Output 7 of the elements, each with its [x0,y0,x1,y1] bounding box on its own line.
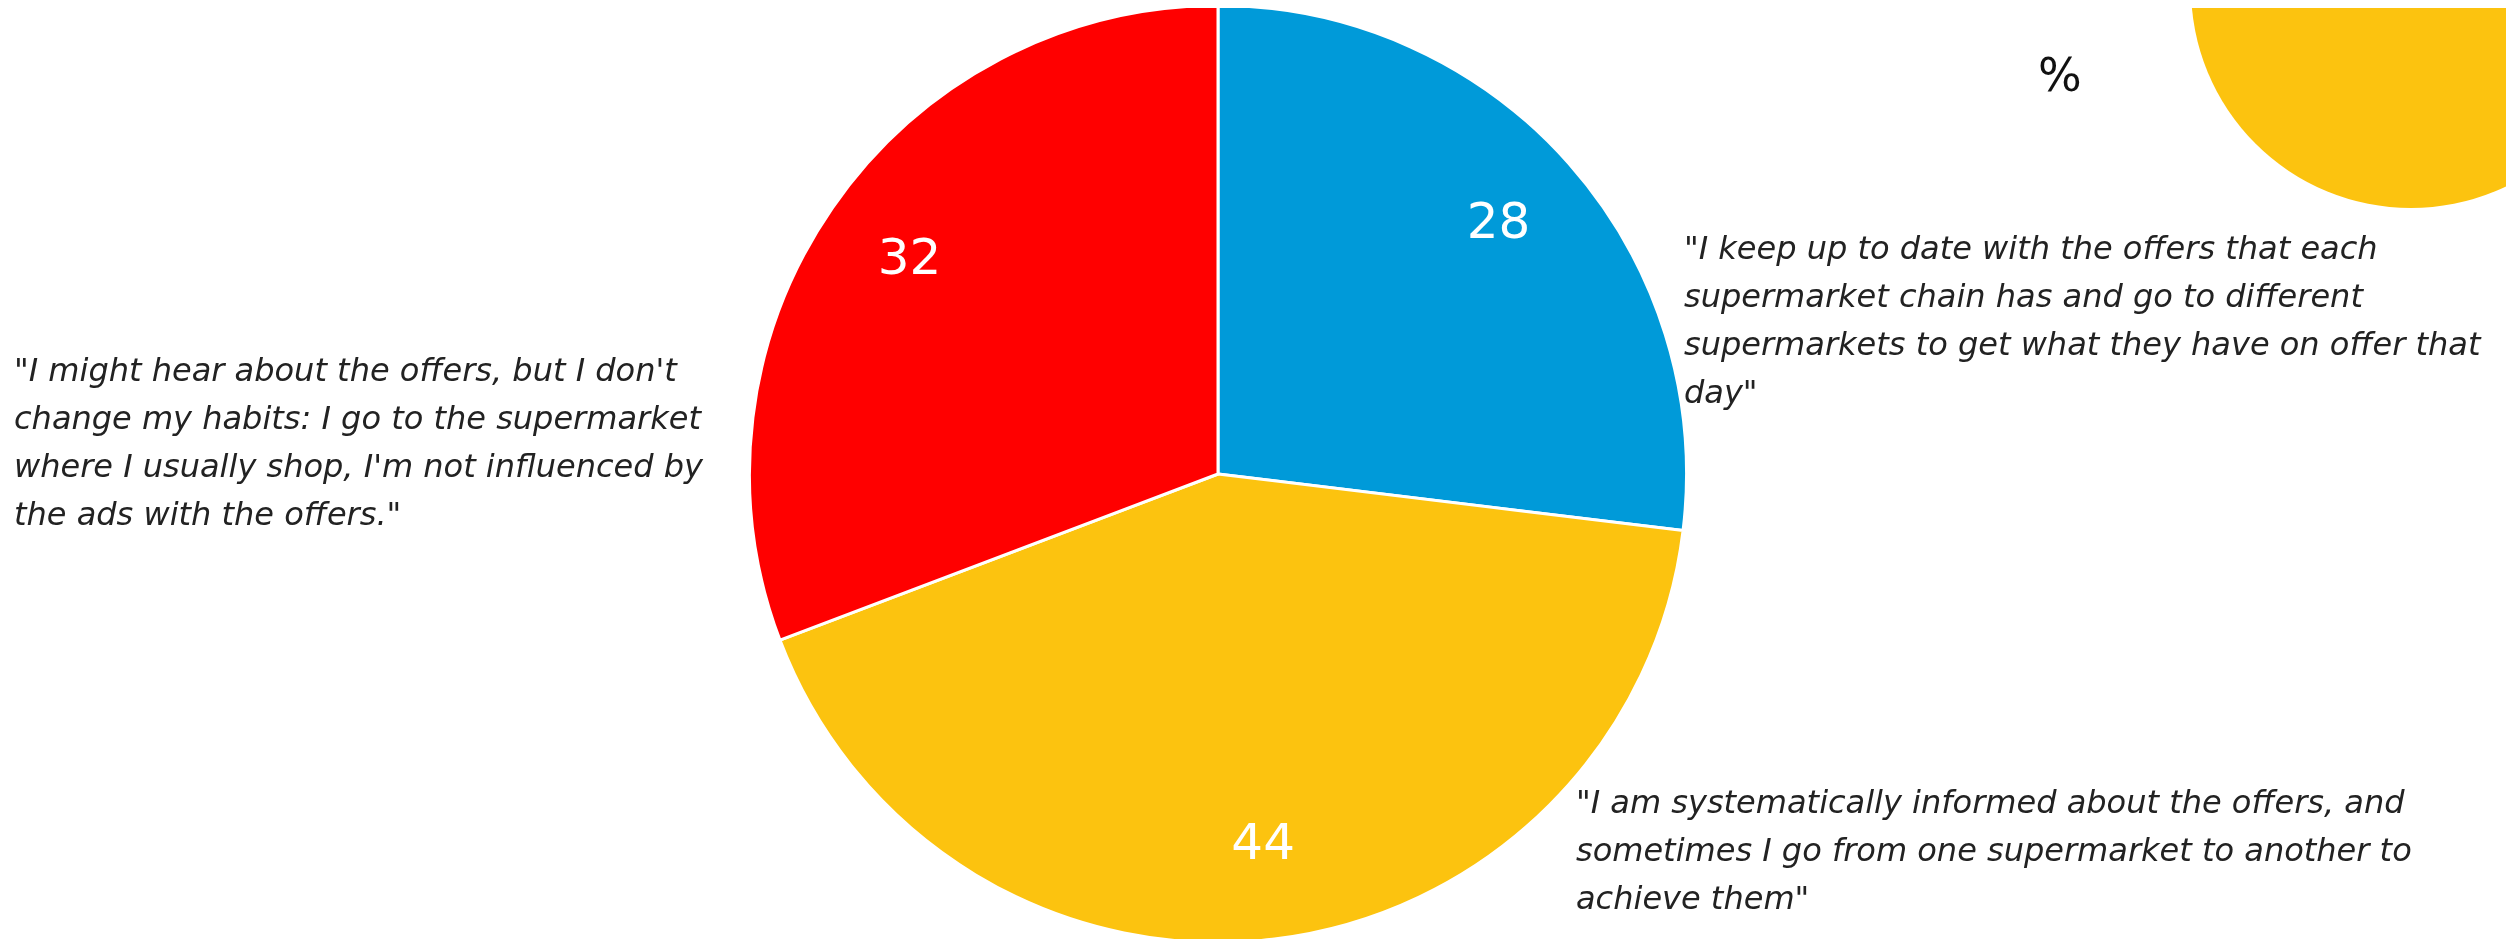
text: % [2038,48,2082,102]
slice-label: "I am systematically informed about the offers, and sometimes I go from one supermarket to another to achieve them" [1576,782,2413,919]
slice-label: "I might hear about the offers, but I don't change my habits: I go to the supermarket where I usually shop, I'm not influenced by the ads with the offers." [14,350,704,535]
slice-label: "I keep up to date with the offers that each supermarket chain has and go to different supermarkets to get what they have on offer that day" [1684,228,2483,413]
data-label: 44 [1231,813,1295,872]
data-label: 32 [877,228,942,287]
data-label: 28 [1466,192,1531,251]
